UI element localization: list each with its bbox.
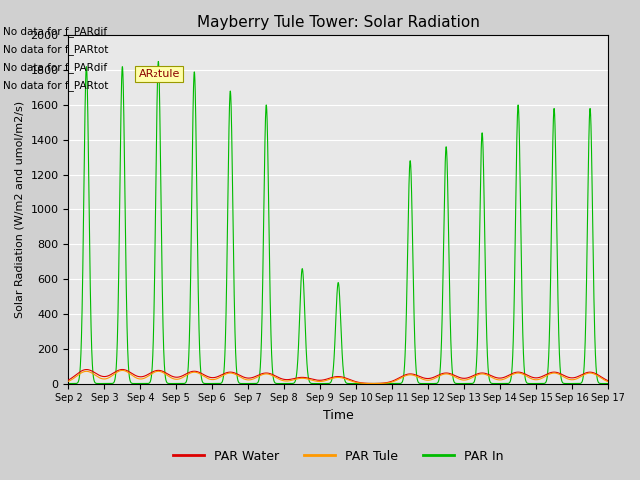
X-axis label: Time: Time — [323, 409, 354, 422]
Y-axis label: Solar Radiation (W/m2 and umol/m2/s): Solar Radiation (W/m2 and umol/m2/s) — [15, 101, 25, 318]
Title: Mayberry Tule Tower: Solar Radiation: Mayberry Tule Tower: Solar Radiation — [196, 15, 479, 30]
Text: No data for f_PARtot: No data for f_PARtot — [3, 80, 109, 91]
Text: AR₂tule: AR₂tule — [138, 69, 180, 79]
Text: No data for f_PARdif: No data for f_PARdif — [3, 62, 108, 73]
Text: No data for f_PARtot: No data for f_PARtot — [3, 44, 109, 55]
Text: No data for f_PARdif: No data for f_PARdif — [3, 25, 108, 36]
Legend: PAR Water, PAR Tule, PAR In: PAR Water, PAR Tule, PAR In — [168, 445, 509, 468]
